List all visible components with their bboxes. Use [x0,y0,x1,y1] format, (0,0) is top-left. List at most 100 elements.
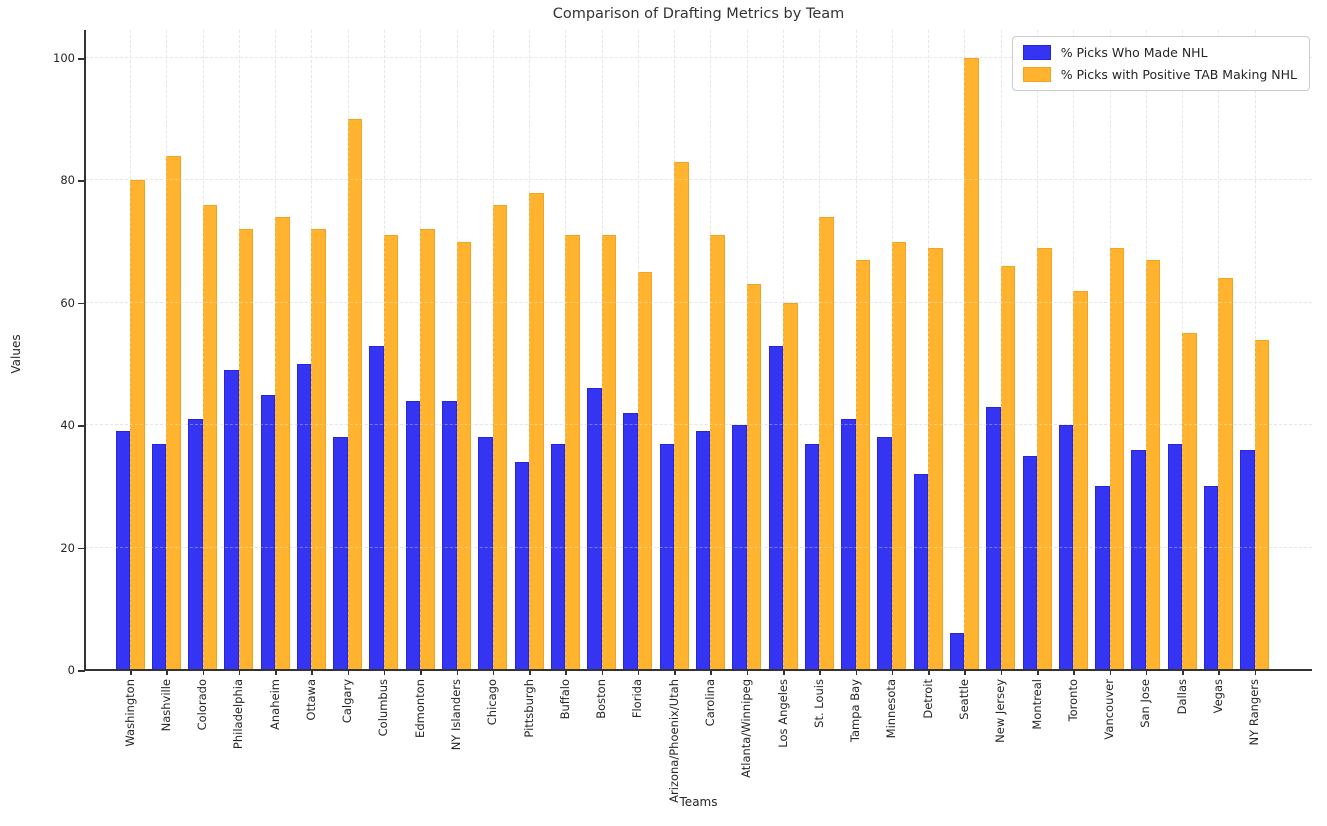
x-tick-label-chicago: Chicago [485,679,500,726]
x-tick-mark [166,670,168,675]
y-tick-label-80: 80 [60,173,75,188]
bar-pittsburgh-positive-tab [529,192,544,670]
legend-swatch-blue [1022,45,1051,60]
bar-florida-positive-tab [637,272,653,670]
bar-philadelphia-made-nhl [224,370,239,670]
x-gridline [456,30,458,670]
x-gridline [275,30,277,670]
x-gridline [928,30,930,670]
bar-chicago-made-nhl [478,437,493,670]
x-tick-label-columbus: Columbus [376,679,391,737]
x-tick-label-edmonton: Edmonton [412,679,427,738]
x-tick-label-arizona-phoenix-utah: Arizona/Phoenix/Utah [666,679,681,803]
bar-colorado-made-nhl [188,419,203,670]
x-tick-label-toronto: Toronto [1065,679,1080,722]
x-tick-label-calgary: Calgary [340,679,355,724]
bar-florida-made-nhl [623,412,638,670]
x-gridline [1145,30,1147,670]
bar-chicago-positive-tab [492,204,508,670]
bar-st-louis-made-nhl [804,443,820,670]
bar-anaheim-positive-tab [275,217,290,670]
bar-seattle-made-nhl [949,633,965,670]
bar-dallas-made-nhl [1167,443,1183,670]
bar-calgary-positive-tab [347,119,363,670]
x-tick-mark [1000,670,1003,675]
bar-edmonton-positive-tab [420,229,435,670]
x-gridline [166,30,168,670]
x-tick-mark [275,670,277,675]
x-tick-label-st-louis: St. Louis [811,679,826,728]
x-gridline [891,30,893,670]
bar-ny-rangers-positive-tab [1254,339,1270,670]
x-tick-mark [891,670,894,675]
x-tick-label-carolina: Carolina [702,679,717,727]
y-gridline-60 [85,301,1312,303]
x-tick-mark [238,670,241,675]
bar-edmonton-made-nhl [405,400,421,670]
x-tick-label-minnesota: Minnesota [884,679,899,739]
x-tick-label-nashville: Nashville [158,679,173,732]
x-gridline [202,30,204,670]
x-tick-mark [1109,670,1112,675]
bar-carolina-made-nhl [695,431,711,670]
y-gridline-40 [85,424,1312,426]
x-tick-mark [529,670,531,675]
x-gridline [1218,30,1220,670]
legend-item-made-nhl: % Picks Who Made NHL [1022,45,1297,60]
x-tick-label-boston: Boston [594,679,609,719]
x-gridline [1000,30,1002,670]
x-tick-mark [1218,670,1220,675]
bar-dallas-positive-tab [1182,333,1197,670]
x-tick-mark [347,670,350,675]
bar-columbus-positive-tab [383,235,399,670]
bar-philadelphia-positive-tab [238,229,254,670]
bar-ny-islanders-made-nhl [442,400,457,670]
x-tick-label-tampa-bay: Tampa Bay [848,679,863,743]
y-gridline-100 [85,57,1312,58]
x-gridline [492,30,494,670]
legend-swatch-orange [1022,67,1051,82]
x-gridline [601,30,603,670]
x-tick-mark [964,670,966,675]
bar-detroit-made-nhl [913,474,929,670]
bar-los-angeles-positive-tab [783,302,798,670]
x-tick-label-ny-islanders: NY Islanders [449,679,464,751]
bar-columbus-made-nhl [369,345,384,670]
bar-tampa-bay-made-nhl [841,419,856,670]
x-tick-label-vancouver: Vancouver [1102,679,1117,740]
x-tick-mark [202,670,205,675]
x-tick-label-new-jersey: New Jersey [993,679,1008,743]
x-gridline [311,30,313,670]
legend-label: % Picks Who Made NHL [1060,45,1208,60]
plot-area [84,30,1312,671]
bar-toronto-made-nhl [1058,425,1074,670]
x-tick-mark [710,670,712,675]
bar-seattle-positive-tab [964,58,979,670]
bar-colorado-positive-tab [202,204,218,670]
x-tick-label-buffalo: Buffalo [557,679,572,720]
bar-atlanta-winnipeg-made-nhl [732,425,747,670]
bar-vegas-made-nhl [1203,486,1219,670]
x-tick-mark [420,670,422,675]
bar-vancouver-positive-tab [1109,247,1125,670]
y-tick-mark [78,670,85,672]
bar-minnesota-positive-tab [891,241,907,670]
y-tick-mark [78,58,85,60]
x-tick-label-los-angeles: Los Angeles [775,679,790,748]
x-tick-label-colorado: Colorado [195,679,210,731]
bar-nashville-positive-tab [166,155,181,670]
bar-san-jose-made-nhl [1131,449,1146,670]
x-tick-label-pittsburgh: Pittsburgh [521,679,536,738]
x-tick-mark [783,670,785,675]
y-tick-mark [78,180,85,182]
bar-nashville-made-nhl [151,443,167,670]
x-tick-label-detroit: Detroit [920,679,935,719]
bar-atlanta-winnipeg-positive-tab [746,284,762,670]
x-gridline [1073,30,1075,670]
y-tick-label-100: 100 [53,51,75,65]
x-gridline [819,30,821,670]
x-gridline [674,30,676,670]
bar-new-jersey-made-nhl [986,406,1001,670]
x-tick-label-montreal: Montreal [1029,679,1044,730]
